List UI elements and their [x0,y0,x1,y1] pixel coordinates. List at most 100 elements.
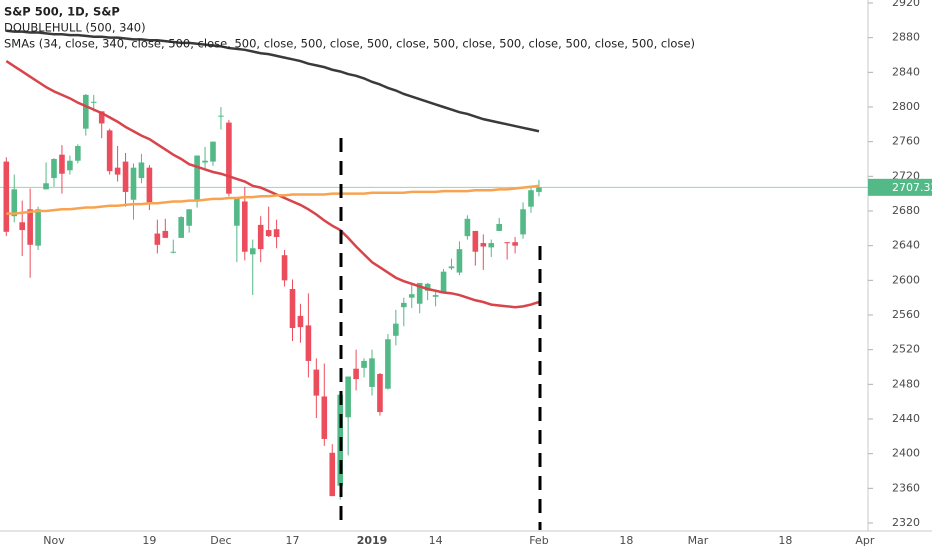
candle-body [273,229,280,237]
x-tick-label: Feb [529,534,548,547]
candle-body [218,115,224,117]
y-tick-label: 2920 [892,0,920,9]
y-tick-label: 2880 [892,31,920,44]
x-tick-label: 18 [619,534,633,547]
x-tick-label: Apr [855,534,875,547]
x-tick-label: Dec [210,534,231,547]
candle-body [456,249,463,273]
x-tick-label: 17 [286,534,300,547]
candle-body [488,243,495,248]
candle-body [146,167,153,203]
candle-body [504,242,510,244]
candle-body [329,452,336,497]
candle-body [496,224,502,231]
candle-body [353,368,359,380]
candle-body [520,209,526,235]
candle-body [528,190,534,207]
y-tick-label: 2480 [892,377,920,390]
candle-body [3,161,10,232]
candle-body [59,154,65,174]
y-tick-label: 2760 [892,135,920,148]
x-tick-label: 2019 [357,534,388,547]
candle-body [361,360,367,368]
candle-body [170,251,177,253]
y-tick-label: 2320 [892,516,920,529]
candle-body [154,233,161,245]
candle-body [313,369,320,396]
candle-body [448,266,455,269]
candle-body [194,155,200,201]
y-tick-label: 2520 [892,343,920,356]
candle-body [210,141,216,162]
candle-body [432,295,439,297]
candle-body [19,222,25,231]
candle-body [83,94,89,129]
candle-body [51,159,57,179]
candle-body [257,224,264,250]
candle-body [377,373,383,413]
x-tick-label: 14 [429,534,443,547]
candle-body [98,111,105,124]
candle-body [114,167,121,175]
candle-body [440,271,447,294]
candle-body [536,187,542,192]
sma-line [6,29,540,133]
candle-body [106,130,113,172]
candle-body [281,255,288,281]
candle-body [512,242,518,246]
candle-body [416,282,423,304]
candle-body [345,376,351,418]
y-tick-label: 2840 [892,65,920,78]
candle-body [186,209,192,226]
candle-body [130,167,137,200]
candle-body [178,217,184,238]
y-tick-label: 2360 [892,481,920,494]
candle-body [234,198,240,226]
candle-body [162,230,169,238]
y-tick-label: 2560 [892,308,920,321]
candle-body [424,283,431,291]
candle-body [321,396,328,439]
indicator-label: SMAs (34, close, 340, close, 500, close,… [4,37,695,51]
x-tick-label: Mar [688,534,709,547]
sma-line [5,60,540,309]
y-tick-label: 2640 [892,239,920,252]
candle-body [67,160,73,171]
candle-body [138,162,145,179]
y-tick-label: 2600 [892,273,920,286]
candle-body [249,248,256,255]
last-price-badge [868,178,932,196]
candle-body [242,201,248,252]
candle-body [305,325,312,361]
candle-body [43,183,49,190]
plot-area [0,29,868,500]
candle-body [289,289,296,328]
candle-body [472,230,479,252]
indicator-label: DOUBLEHULL (500, 340) [4,21,146,35]
sma-line [6,184,540,215]
candle-body [401,302,407,308]
candle-body [265,230,272,237]
x-tick-label: Nov [43,534,65,547]
x-tick-label: 19 [142,534,156,547]
last-price-label: 2707.32 [892,181,932,194]
candle-body [464,218,471,237]
candle-body [408,294,415,298]
candle-body [122,161,129,192]
candle-body [480,243,487,247]
y-tick-label: 2440 [892,412,920,425]
candle-body [27,209,33,245]
candle-body [297,315,304,328]
candle-body [11,189,18,217]
candle-body [385,339,391,389]
candle-body [369,358,375,387]
candle-body [75,146,81,161]
chart-title: S&P 500, 1D, S&P [4,5,120,19]
candle-body [35,209,41,246]
y-tick-label: 2680 [892,204,920,217]
x-tick-label: 18 [778,534,792,547]
y-tick-label: 2800 [892,100,920,113]
y-tick-label: 2400 [892,447,920,460]
